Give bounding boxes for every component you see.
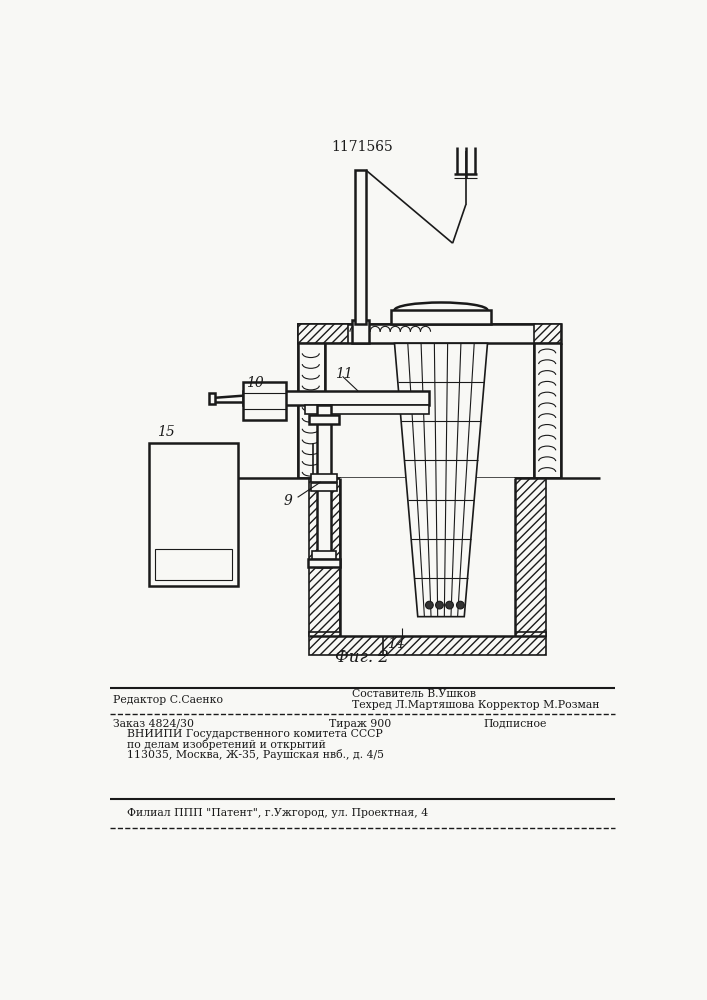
Bar [311, 483, 337, 491]
Text: Техред Л.Мартяшова Корректор М.Розман: Техред Л.Мартяшова Корректор М.Розман [352, 700, 600, 710]
Bar [243, 382, 286, 420]
Bar [309, 478, 340, 636]
Bar [317, 405, 331, 567]
Text: 1171565: 1171565 [331, 140, 393, 154]
Text: Филиал ППП "Патент", г.Ужгород, ул. Проектная, 4: Филиал ППП "Патент", г.Ужгород, ул. Прое… [127, 808, 428, 818]
Bar [352, 320, 369, 343]
Text: Подписное: Подписное [484, 719, 547, 729]
Circle shape [436, 601, 443, 609]
Bar [308, 559, 340, 567]
Text: по делам изобретений и открытий: по делам изобретений и открытий [127, 739, 326, 750]
Text: ВНИИПИ Государственного комитета СССР: ВНИИПИ Государственного комитета СССР [127, 729, 383, 739]
Bar [312, 551, 336, 559]
Bar [309, 632, 546, 655]
Bar [534, 343, 561, 478]
Text: 11: 11 [335, 367, 353, 381]
Text: Тираж 900: Тираж 900 [329, 719, 391, 729]
Bar [515, 478, 546, 636]
Bar [305, 405, 429, 414]
Bar [311, 474, 337, 482]
Bar [298, 324, 348, 343]
Bar [534, 324, 561, 343]
Bar [298, 324, 561, 343]
Text: 10: 10 [246, 376, 264, 390]
Bar [355, 170, 366, 324]
Circle shape [457, 601, 464, 609]
Bar [309, 415, 339, 424]
Bar [243, 391, 429, 405]
Bar [209, 393, 215, 404]
Bar [298, 343, 325, 478]
Polygon shape [395, 343, 488, 617]
Text: 14: 14 [387, 637, 405, 651]
Circle shape [445, 601, 453, 609]
Text: Заказ 4824/30: Заказ 4824/30 [113, 719, 194, 729]
Bar [155, 549, 232, 580]
Bar [298, 324, 348, 343]
Bar [348, 324, 534, 343]
Text: 113035, Москва, Ж-35, Раушская нвб., д. 4/5: 113035, Москва, Ж-35, Раушская нвб., д. … [127, 749, 384, 760]
Text: 15: 15 [157, 425, 175, 439]
Bar [149, 443, 238, 586]
Text: 9: 9 [284, 494, 293, 508]
Bar [391, 310, 491, 324]
Text: Фиг. 2: Фиг. 2 [335, 649, 389, 666]
Bar [340, 478, 515, 636]
Text: Редактор С.Саенко: Редактор С.Саенко [113, 695, 223, 705]
Circle shape [426, 601, 433, 609]
Text: Составитель В.Ушков: Составитель В.Ушков [352, 689, 476, 699]
